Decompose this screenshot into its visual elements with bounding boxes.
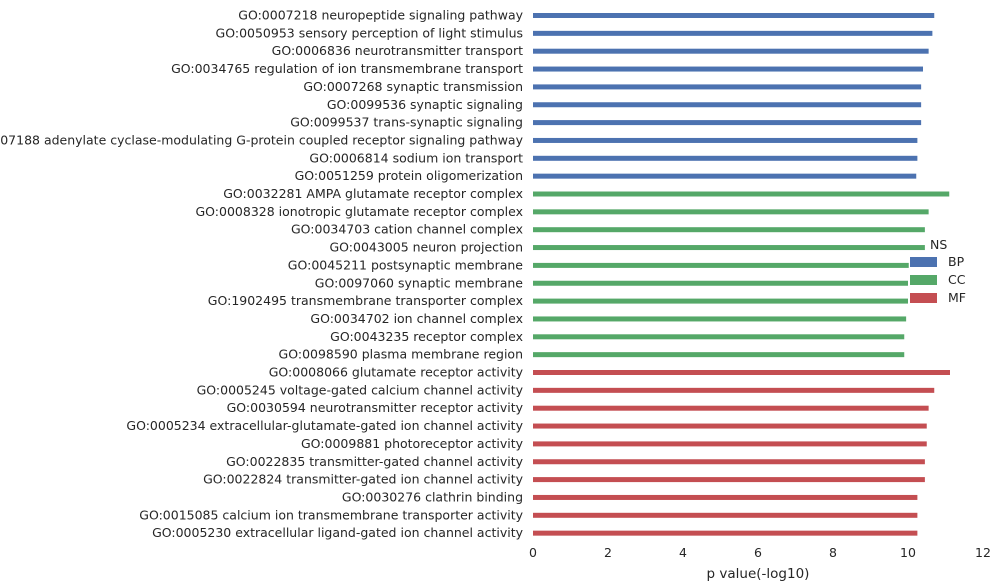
- x-tick-label: 12: [975, 545, 991, 560]
- bar-14: [533, 262, 909, 268]
- legend-swatch-bp: [910, 257, 937, 267]
- bar-24: [533, 441, 927, 447]
- category-label: GO:0022824 transmitter-gated ion channel…: [203, 472, 524, 487]
- category-label: GO:0009881 photoreceptor activity: [301, 436, 524, 451]
- category-label: GO:0007268 synaptic transmission: [303, 79, 523, 94]
- bar-29: [533, 530, 918, 536]
- bar-21: [533, 387, 935, 393]
- bars-group: [533, 13, 950, 536]
- legend-entries: BP CC MF: [910, 254, 966, 305]
- category-label: GO:0098590 plasma membrane region: [279, 347, 523, 362]
- category-label: GO:0030276 clathrin binding: [342, 489, 523, 504]
- category-label: GO:0043005 neuron projection: [329, 240, 523, 255]
- bar-0: [533, 13, 935, 18]
- category-label: GO:0007218 neuropeptide signaling pathwa…: [238, 8, 523, 23]
- category-label: GO:0008066 glutamate receptor activity: [269, 365, 524, 380]
- category-label: GO:0006836 neurotransmitter transport: [272, 43, 523, 58]
- category-label: GO:0005230 extracellular ligand-gated io…: [152, 525, 524, 540]
- bar-12: [533, 227, 925, 233]
- category-label: GO:0097060 synaptic membrane: [315, 275, 524, 290]
- bar-7: [533, 137, 918, 143]
- category-label: GO:0051259 protein oligomerization: [295, 168, 523, 183]
- category-label: GO:1902495 transmembrane transporter com…: [208, 293, 523, 308]
- legend-title: NS: [930, 237, 947, 252]
- category-label: GO:0005245 voltage-gated calcium channel…: [197, 382, 524, 397]
- bar-22: [533, 405, 929, 411]
- x-tick-label: 6: [754, 545, 762, 560]
- bar-17: [533, 316, 907, 322]
- legend-label-mf: MF: [948, 290, 966, 305]
- x-tick-label: 4: [679, 545, 687, 560]
- category-label: GO:0007188 adenylate cyclase-modulating …: [0, 132, 524, 147]
- category-label: GO:0022835 transmitter-gated channel act…: [226, 454, 523, 469]
- category-label: GO:0050953 sensory perception of light s…: [216, 25, 523, 40]
- legend: NS BP CC MF: [910, 237, 966, 305]
- category-label: GO:0030594 neurotransmitter receptor act…: [227, 400, 524, 415]
- category-labels: GO:0007218 neuropeptide signaling pathwa…: [0, 8, 524, 541]
- bar-6: [533, 120, 922, 126]
- category-label: GO:0045211 postsynaptic membrane: [288, 257, 524, 272]
- category-label: GO:0034702 ion channel complex: [310, 311, 523, 326]
- category-label: GO:0006814 sodium ion transport: [309, 150, 523, 165]
- bar-13: [533, 245, 925, 251]
- bar-8: [533, 155, 918, 161]
- x-axis-title: p value(-log10): [707, 566, 810, 582]
- bar-5: [533, 102, 922, 108]
- bar-3: [533, 66, 923, 72]
- x-axis-ticks: 0 2 4 6 8 10 12: [529, 545, 991, 560]
- legend-swatch-mf: [910, 293, 937, 303]
- legend-swatch-cc: [910, 275, 937, 285]
- category-label: GO:0034765 regulation of ion transmembra…: [171, 61, 523, 76]
- bar-18: [533, 334, 905, 340]
- bar-26: [533, 477, 925, 483]
- category-label: GO:0034703 cation channel complex: [291, 222, 523, 237]
- category-label: GO:0032281 AMPA glutamate receptor compl…: [223, 186, 523, 201]
- x-tick-label: 10: [900, 545, 916, 560]
- x-tick-label: 0: [529, 545, 537, 560]
- category-label: GO:0099536 synaptic signaling: [327, 97, 523, 112]
- bar-4: [533, 84, 922, 90]
- category-label: GO:0008328 ionotropic glutamate receptor…: [196, 204, 524, 219]
- bar-10: [533, 191, 950, 197]
- bar-25: [533, 459, 925, 465]
- x-tick-label: 2: [604, 545, 612, 560]
- category-label: GO:0099537 trans-synaptic signaling: [290, 115, 523, 130]
- x-tick-label: 8: [829, 545, 837, 560]
- bar-28: [533, 512, 918, 518]
- category-label: GO:0015085 calcium ion transmembrane tra…: [139, 507, 523, 522]
- bar-2: [533, 48, 929, 54]
- legend-label-cc: CC: [948, 272, 966, 287]
- category-label: GO:0043235 receptor complex: [330, 329, 523, 344]
- legend-label-bp: BP: [948, 254, 965, 269]
- bar-20: [533, 370, 950, 375]
- bar-11: [533, 209, 929, 215]
- bar-9: [533, 173, 917, 179]
- category-label: GO:0005234 extracellular-glutamate-gated…: [126, 418, 523, 433]
- bar-27: [533, 494, 918, 500]
- bar-16: [533, 298, 908, 304]
- bar-19: [533, 352, 905, 358]
- bar-23: [533, 423, 927, 429]
- bar-15: [533, 280, 908, 286]
- bar-1: [533, 30, 933, 36]
